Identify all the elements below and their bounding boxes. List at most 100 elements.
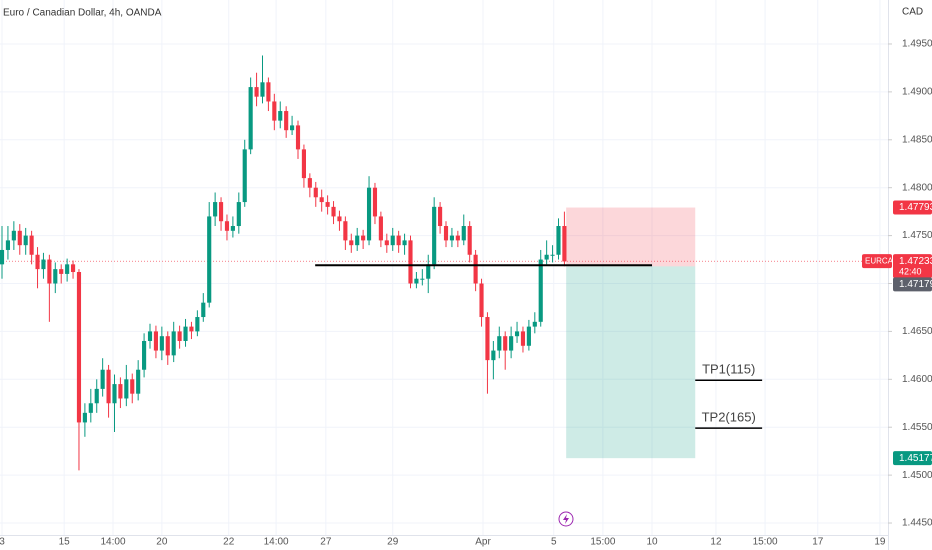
candle-body <box>272 101 277 121</box>
candle-body <box>29 235 34 255</box>
countdown-label: 42:40 <box>899 267 922 277</box>
lightning-icon[interactable] <box>558 511 574 527</box>
candle-body <box>479 283 484 318</box>
y-tick-label: 1.44500 <box>902 518 932 529</box>
stop-price-label: 1.47793 <box>899 202 932 213</box>
candle-body <box>207 216 212 303</box>
candle-body <box>177 331 182 341</box>
candle-body <box>142 340 147 370</box>
candle-body <box>260 82 265 97</box>
candle-body <box>76 272 82 423</box>
candle-body <box>408 240 413 284</box>
candle-body <box>0 249 5 265</box>
candle-body <box>355 235 360 246</box>
candle-body <box>94 388 99 404</box>
candle-body <box>23 235 28 246</box>
stop-price-label-box <box>893 200 932 215</box>
candle-body <box>183 326 188 341</box>
candle-body <box>278 111 283 121</box>
currency-label: CAD <box>902 7 923 18</box>
candle-body <box>544 254 549 260</box>
candle-body <box>35 254 40 270</box>
candle-body <box>307 178 312 188</box>
candle-body <box>153 331 159 351</box>
candle-body <box>195 317 200 332</box>
candle-body <box>290 125 295 131</box>
x-tick-label: 15:00 <box>753 537 778 548</box>
x-tick-label: 12 <box>710 537 722 548</box>
candle-body <box>384 240 389 246</box>
candle-body <box>443 226 449 241</box>
candle-body <box>562 226 567 262</box>
entry-price-label-box <box>893 277 932 292</box>
y-tick-label: 1.45000 <box>902 470 932 481</box>
y-tick-label: 1.49000 <box>902 87 932 98</box>
candle-body <box>201 302 206 318</box>
candle-body <box>106 369 111 404</box>
candle-body <box>136 369 141 394</box>
candle-body <box>337 216 342 222</box>
candle-body <box>349 240 354 246</box>
candle-body <box>59 269 64 274</box>
candle-body <box>396 235 401 246</box>
candle-body <box>414 278 419 284</box>
entry-price-label: 1.47179 <box>899 279 932 290</box>
y-tick-label: 1.46000 <box>902 374 932 385</box>
x-tick-label: Apr <box>475 537 491 548</box>
candle-body <box>503 336 508 351</box>
candle-body <box>366 187 372 241</box>
symbol-label: EURCAD <box>865 256 899 265</box>
x-tick-label: 19 <box>874 537 886 548</box>
candle-body <box>473 254 478 284</box>
candle-body <box>461 226 466 241</box>
candle-body <box>432 206 437 265</box>
candle-body <box>213 202 218 217</box>
candle-body <box>47 259 52 284</box>
tp-label: TP1(115) <box>702 362 755 377</box>
candle-body <box>124 379 129 399</box>
plot-layer: TP1(115) TP2(165) <box>0 0 888 535</box>
candle-body <box>556 226 561 255</box>
x-tick-label: 3 <box>0 537 5 548</box>
stop-zone <box>566 207 696 267</box>
x-tick-label: 15 <box>59 537 71 548</box>
candle-body <box>147 331 153 341</box>
y-tick-label: 1.47500 <box>902 230 932 241</box>
candle-body <box>361 235 366 241</box>
candle-body <box>224 221 230 231</box>
candle-body <box>420 278 425 280</box>
candle-body <box>100 369 105 389</box>
tp-label: TP2(165) <box>702 410 756 425</box>
candle-body <box>550 254 555 256</box>
x-tick-label: 14:00 <box>264 537 289 548</box>
candle-body <box>254 87 259 97</box>
candle-body <box>532 321 537 327</box>
candle-body <box>65 264 70 274</box>
candle-body <box>41 259 46 270</box>
candle-body <box>343 221 348 241</box>
target-zone <box>566 266 696 459</box>
y-tick-label: 1.46500 <box>902 326 932 337</box>
candle-body <box>467 226 472 255</box>
icon-bolt[interactable] <box>563 514 569 524</box>
candle-body <box>189 326 194 332</box>
candle-body <box>455 235 460 241</box>
candle-body <box>17 230 22 246</box>
target-price-label: 1.45177 <box>899 453 932 464</box>
y-tick-label: 1.48000 <box>902 182 932 193</box>
x-tick-label: 20 <box>156 537 168 548</box>
candle-body <box>70 264 76 273</box>
x-tick-label: 29 <box>387 537 399 548</box>
y-tick-label: 1.45500 <box>902 422 932 433</box>
candle-body <box>449 235 454 241</box>
y-tick-label: 1.48500 <box>902 134 932 145</box>
x-tick-label: 15:00 <box>590 537 615 548</box>
symbol-box <box>862 254 892 269</box>
candle-body <box>372 187 378 217</box>
candle-body <box>295 125 301 150</box>
y-tick-label: 1.49500 <box>902 39 932 50</box>
candle-body <box>514 331 520 337</box>
candle-body <box>171 331 176 356</box>
candle-body <box>538 259 543 322</box>
